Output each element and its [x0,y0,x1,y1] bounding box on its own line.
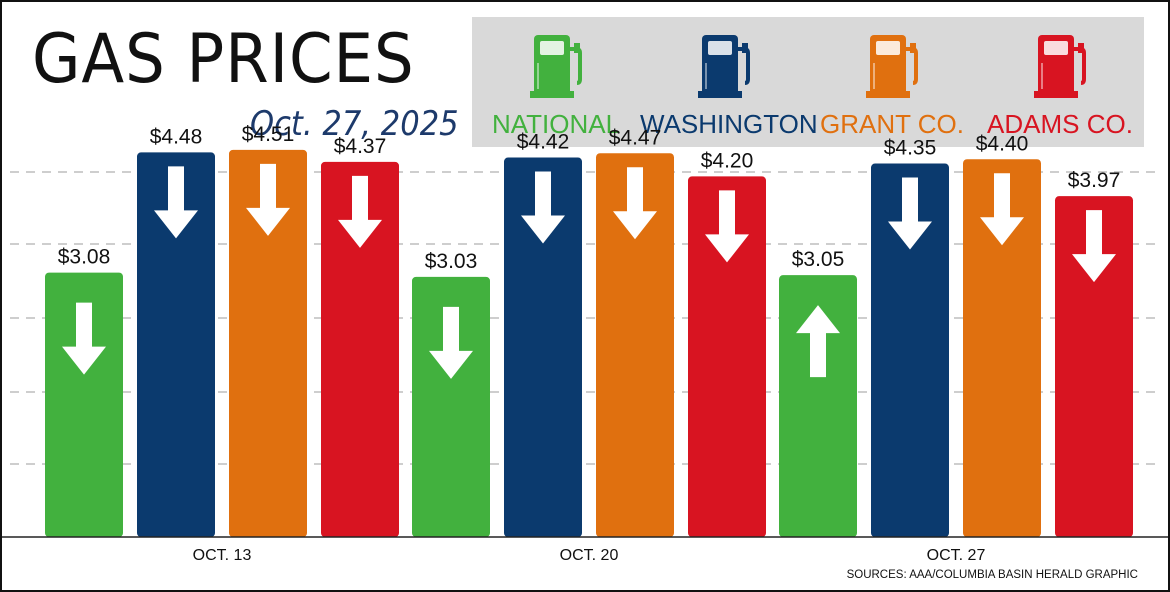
legend-item: WASHINGTON [640,17,818,147]
legend-label: ADAMS CO. [987,109,1133,139]
value-label: $4.20 [701,149,754,172]
value-label: $3.03 [425,250,478,273]
value-label: $4.40 [976,132,1029,155]
legend-label: GRANT CO. [820,109,964,139]
value-label: $4.51 [242,123,295,146]
bar [963,159,1041,537]
bar [504,157,582,537]
down-arrow-icon [62,302,106,375]
date-subtitle: Oct. 27, 2025 [250,104,459,144]
down-arrow-icon [429,306,473,379]
page-title: GAS PRICES [32,20,415,99]
gas-pump-icon [1034,35,1086,98]
legend-item: ADAMS CO. [976,17,1144,147]
bar [688,176,766,537]
down-arrow-icon [705,190,749,263]
bar [871,163,949,537]
legend: NATIONAL WASHINGTON GRANT CO. ADAMS CO. [472,17,1144,147]
legend-label: WASHINGTON [640,109,818,139]
bar [1055,196,1133,537]
legend-item: GRANT CO. [808,17,976,147]
bar [596,153,674,538]
value-label: $4.42 [517,131,570,154]
gas-pump-icon [698,35,750,98]
down-arrow-icon [980,173,1024,246]
source-credit: SOURCES: AAA/COLUMBIA BASIN HERALD GRAPH… [846,569,1138,581]
gas-pump-icon [866,35,918,98]
gas-pump-icon [530,35,582,98]
value-label: $4.35 [884,137,937,160]
bar [779,275,857,537]
up-arrow-icon [796,305,840,378]
legend-label: NATIONAL [491,109,621,139]
value-label: $3.97 [1068,169,1121,192]
bar [412,276,490,537]
value-label: $4.48 [150,125,203,148]
down-arrow-icon [888,177,932,250]
legend-item: NATIONAL [472,17,640,147]
category-label: OCT. 27 [927,547,986,564]
value-label: $3.08 [58,246,111,269]
down-arrow-icon [154,166,198,239]
category-label: OCT. 13 [193,547,252,564]
value-label: $3.05 [792,248,845,271]
value-label: $4.47 [609,126,662,149]
down-arrow-icon [246,163,290,236]
category-label: OCT. 20 [560,547,619,564]
down-arrow-icon [521,171,565,244]
bar [137,152,215,537]
down-arrow-icon [1072,210,1116,283]
bar [321,161,399,537]
bar [45,272,123,537]
bar [229,149,307,538]
down-arrow-icon [338,175,382,248]
down-arrow-icon [613,167,657,240]
value-label: $4.37 [334,135,387,158]
